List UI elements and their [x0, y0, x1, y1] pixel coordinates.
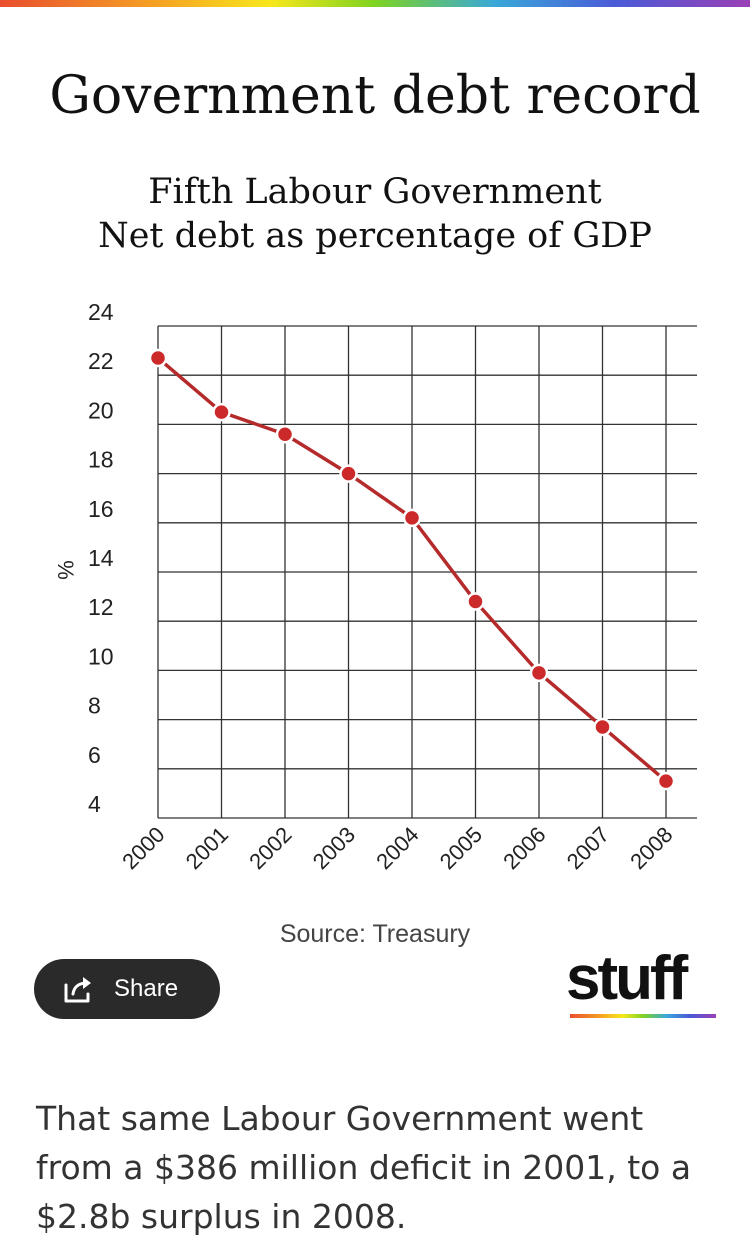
x-tick-label: 2003: [308, 822, 360, 874]
y-tick-label: 16: [88, 496, 114, 522]
y-tick-label: 18: [88, 447, 114, 473]
data-point-2004: [402, 508, 422, 528]
source-note: Source: Treasury: [279, 920, 471, 948]
share-label: Share: [114, 975, 179, 1002]
y-tick-label: 22: [88, 348, 114, 374]
y-tick-label: 14: [88, 545, 114, 571]
data-point-2001: [212, 402, 231, 422]
y-tick-label: 10: [88, 643, 114, 669]
y-tick-label: 24: [88, 299, 114, 325]
x-tick-label: 2006: [498, 822, 550, 874]
share-button[interactable]: Share: [34, 959, 220, 1019]
article-paragraph: That same Labour Government went from a …: [36, 1099, 692, 1236]
x-tick-label: 2002: [244, 822, 296, 874]
data-point-2003: [339, 464, 358, 483]
brand-name: stuff: [566, 944, 688, 1013]
x-tick-label: 2005: [435, 822, 487, 874]
chart-subtitle-block: Fifth Labour Government Net debt as perc…: [0, 170, 750, 258]
x-tick-label: 2004: [371, 822, 423, 874]
data-point-2006: [529, 663, 549, 683]
y-tick-label: 20: [88, 397, 114, 423]
brand-underline: [570, 1014, 716, 1018]
x-tick-label: 2001: [181, 822, 233, 874]
data-point-2007: [593, 717, 612, 737]
share-icon: [64, 977, 91, 1003]
y-tick-label: 6: [88, 742, 101, 768]
rainbow-top-bar: [0, 0, 750, 7]
y-axis-label: %: [53, 560, 78, 580]
x-tick-label: 2007: [562, 822, 614, 874]
chart-subtitle: Net debt as percentage of GDP: [98, 216, 652, 256]
x-tick-label: 2000: [117, 822, 169, 874]
data-point-2000: [148, 348, 168, 368]
data-point-2008: [656, 771, 676, 791]
y-tick-label: 12: [88, 594, 114, 620]
page-title: Government debt record: [49, 66, 701, 126]
y-tick-label: 8: [88, 693, 101, 719]
brand-logo[interactable]: stuff: [566, 946, 718, 1022]
y-tick-label: 4: [88, 791, 101, 817]
data-point-2002: [275, 424, 295, 444]
chart-title: Fifth Labour Government: [148, 172, 602, 212]
data-point-2005: [466, 592, 485, 611]
x-tick-label: 2008: [625, 822, 677, 874]
